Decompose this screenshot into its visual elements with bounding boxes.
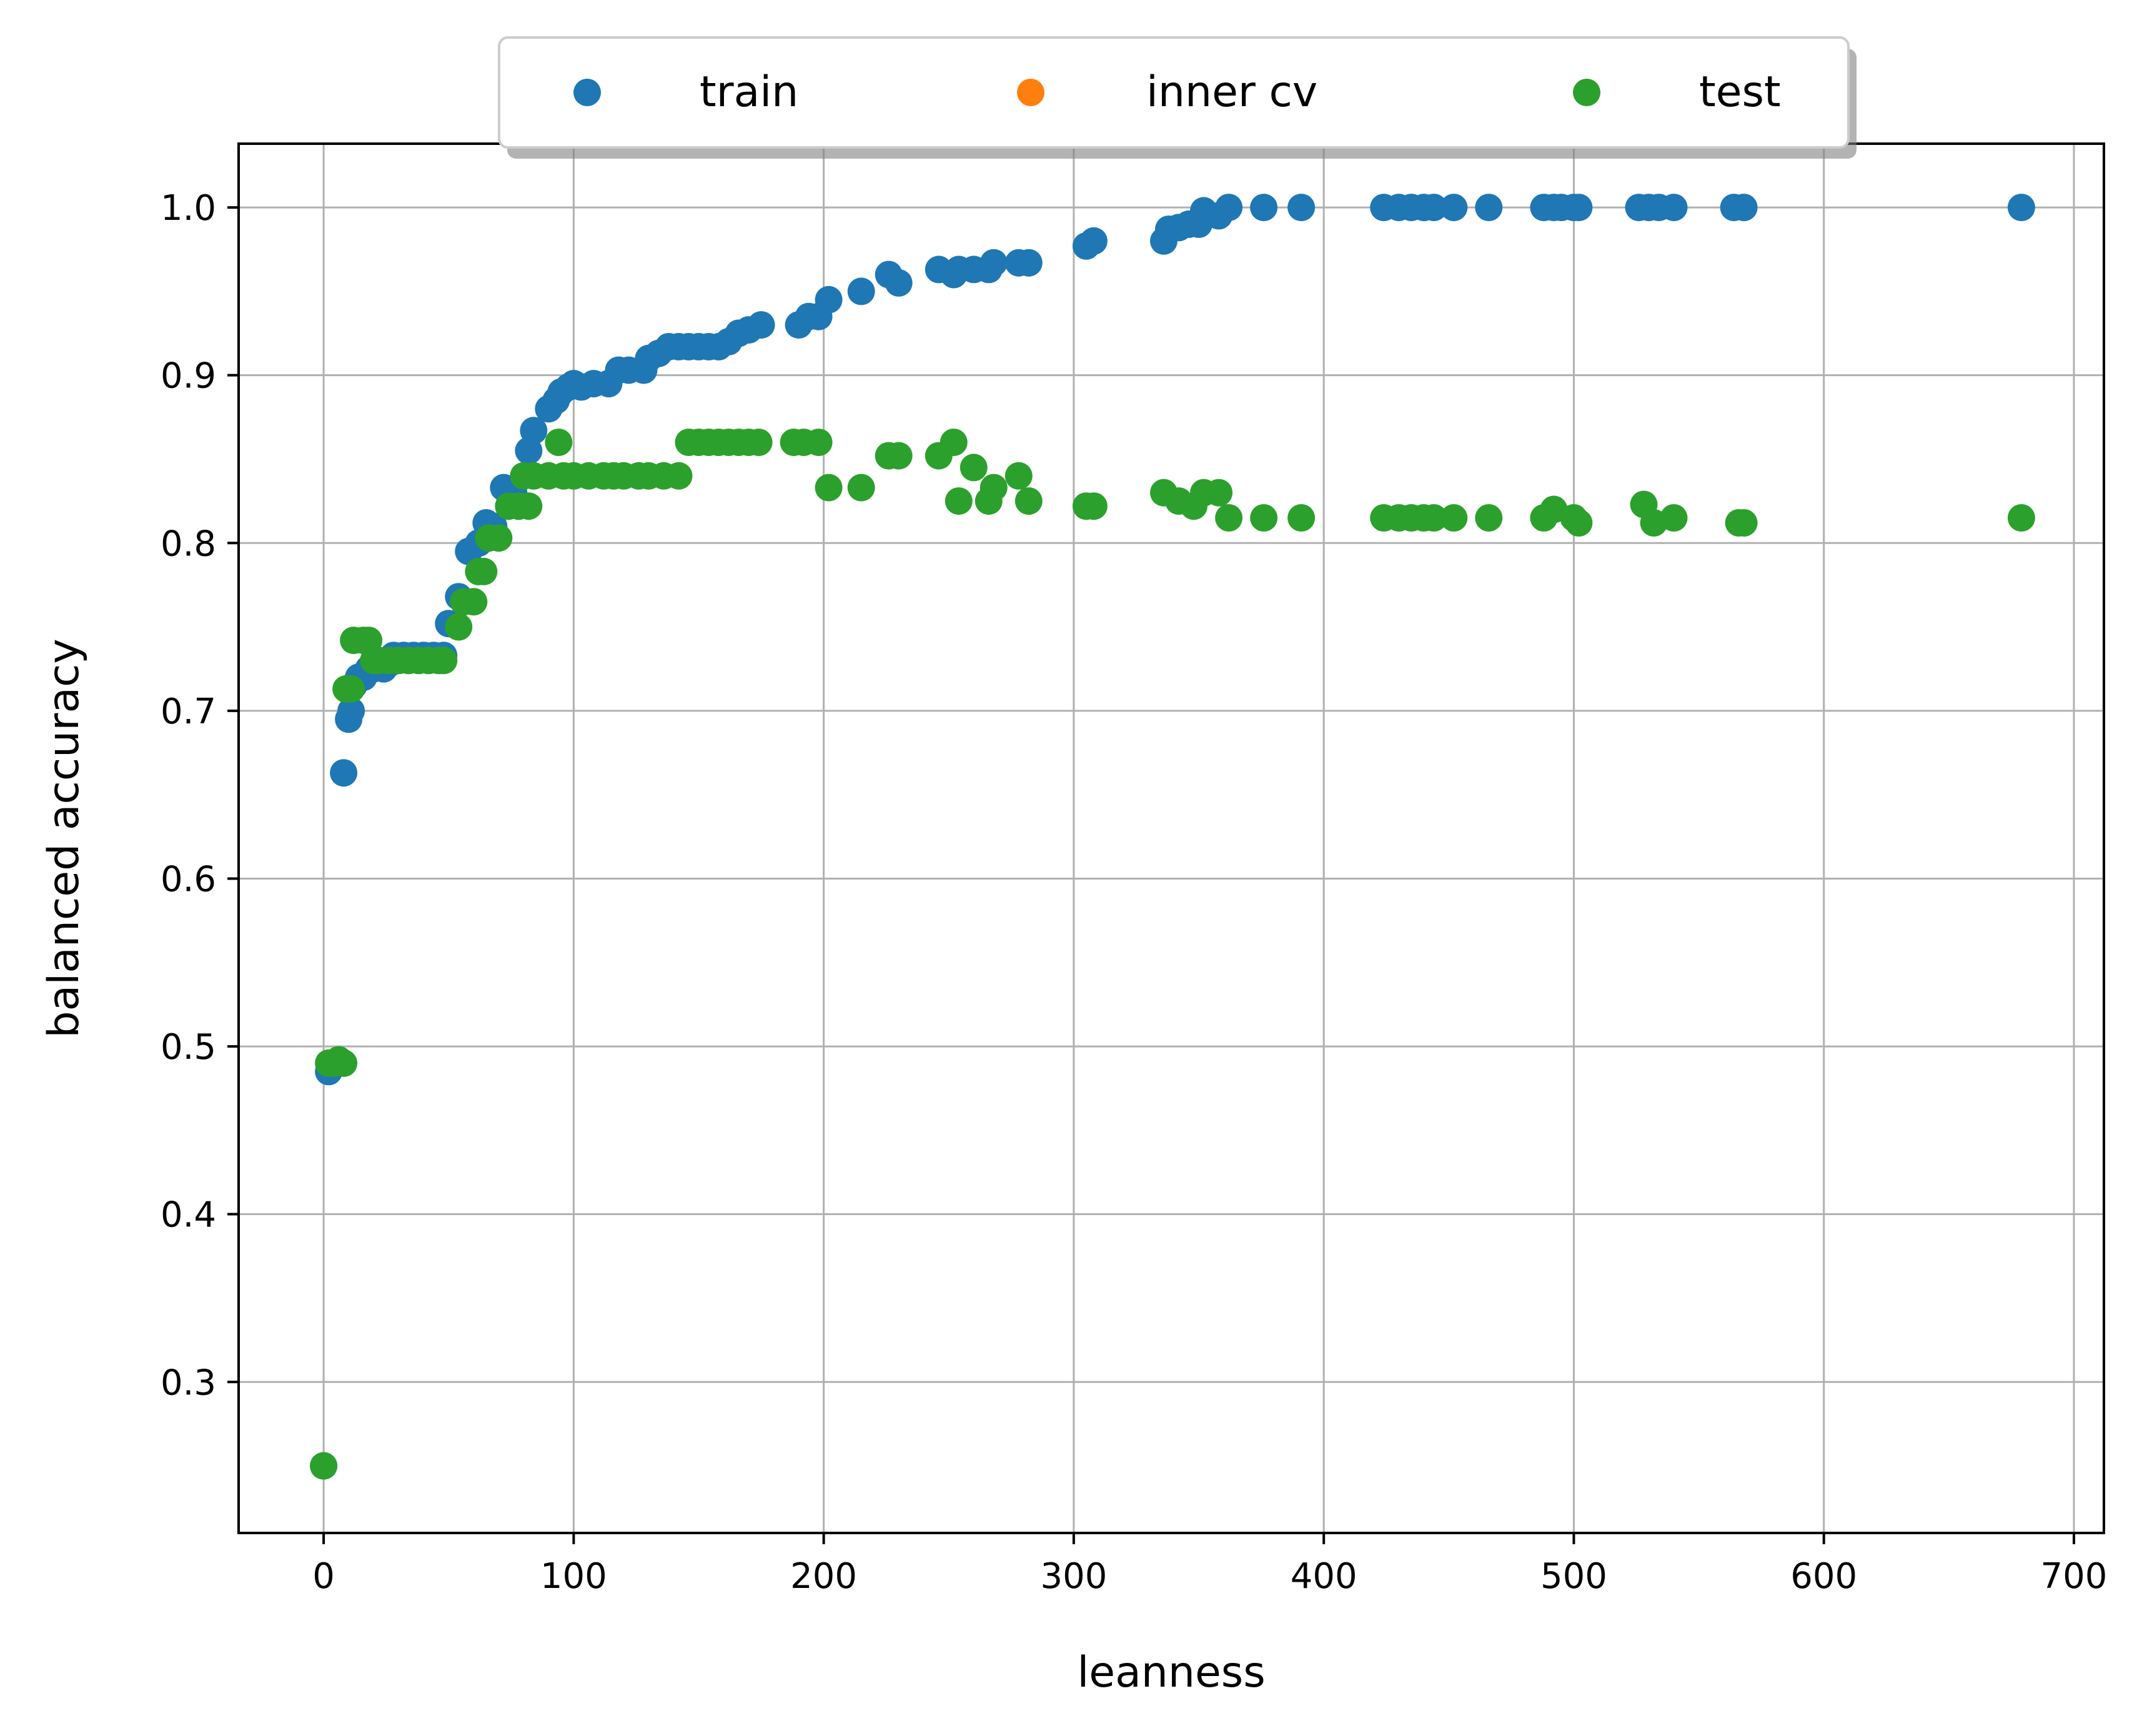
test-point: [470, 557, 498, 585]
test-point: [1420, 504, 1448, 532]
train-point: [1660, 194, 1688, 222]
series-test: [310, 429, 2035, 1480]
test-point: [337, 675, 365, 703]
test-point: [545, 429, 573, 457]
test-point: [2007, 504, 2035, 532]
test-point: [1215, 504, 1243, 532]
x-tick-label: 0: [312, 1556, 335, 1597]
train-point: [330, 759, 358, 787]
train-point: [885, 269, 913, 297]
train-point: [815, 285, 843, 314]
train-point: [1079, 227, 1108, 255]
test-point: [1250, 504, 1278, 532]
grid-lines: [239, 144, 2104, 1533]
legend-marker-train: [573, 79, 601, 106]
test-point: [745, 429, 773, 457]
legend: train inner cv test: [498, 36, 1857, 159]
y-tick-label: 0.5: [161, 1027, 216, 1068]
legend-marker-test: [1573, 79, 1600, 106]
train-point: [337, 697, 365, 725]
test-point: [959, 454, 988, 482]
y-tick-label: 0.6: [161, 859, 216, 900]
test-point: [1565, 509, 1593, 537]
test-point: [430, 647, 458, 675]
y-tick-label: 0.4: [161, 1195, 216, 1236]
x-tick-label: 100: [540, 1556, 607, 1597]
test-point: [1205, 479, 1233, 507]
x-tick-label: 400: [1291, 1556, 1357, 1597]
y-axis-label: balanced accuracy: [39, 638, 89, 1038]
train-point: [1014, 249, 1043, 277]
test-point: [485, 524, 513, 552]
test-point: [847, 474, 875, 502]
y-tick-label: 0.7: [161, 692, 216, 732]
legend-marker-inner-cv: [1017, 79, 1044, 106]
legend-label-inner-cv: inner cv: [1146, 67, 1317, 117]
y-tick-label: 0.9: [161, 356, 216, 397]
train-point: [1250, 194, 1278, 222]
test-point: [1004, 462, 1033, 490]
train-point: [1730, 194, 1758, 222]
test-point: [885, 442, 913, 470]
test-point: [515, 492, 543, 520]
test-point: [445, 613, 473, 641]
train-point: [1420, 194, 1448, 222]
test-point: [945, 487, 973, 515]
y-tick-label: 0.8: [161, 523, 216, 564]
test-point: [815, 474, 843, 502]
test-point: [805, 429, 833, 457]
train-point: [847, 277, 875, 305]
legend-label-test: test: [1699, 67, 1781, 117]
x-tick-label: 700: [2041, 1556, 2108, 1597]
x-tick-label: 500: [1540, 1556, 1607, 1597]
train-point: [1475, 194, 1503, 222]
test-point: [1440, 504, 1468, 532]
x-tick-label: 600: [1790, 1556, 1857, 1597]
train-point: [520, 417, 548, 445]
test-point: [330, 1049, 358, 1077]
axis-ticks: 0 100 200 300 400 500 600 700 0.3 0.4 0.5 0.6 0.7 0.8…: [161, 188, 2107, 1597]
test-point: [460, 588, 488, 616]
x-axis-label: leanness: [1077, 1648, 1265, 1697]
test-point: [1475, 504, 1503, 532]
y-tick-label: 1.0: [161, 188, 216, 229]
test-point: [1730, 509, 1758, 537]
test-point: [665, 462, 693, 490]
train-point: [1215, 194, 1243, 222]
test-point: [310, 1452, 338, 1480]
x-tick-label: 200: [790, 1556, 857, 1597]
data-points: [310, 194, 2035, 1480]
test-point: [1079, 492, 1108, 520]
test-point: [1014, 487, 1043, 515]
train-point: [1565, 194, 1593, 222]
train-point: [2007, 194, 2035, 222]
train-point: [1287, 194, 1316, 222]
train-point: [747, 311, 775, 339]
y-tick-label: 0.3: [161, 1362, 216, 1403]
test-point: [1660, 504, 1688, 532]
test-point: [1287, 504, 1316, 532]
test-point: [979, 474, 1008, 502]
legend-label-train: train: [700, 67, 798, 117]
x-tick-label: 300: [1040, 1556, 1107, 1597]
train-point: [1440, 194, 1468, 222]
train-point: [979, 249, 1008, 277]
legend-box: [498, 36, 1850, 149]
test-point: [940, 429, 968, 457]
